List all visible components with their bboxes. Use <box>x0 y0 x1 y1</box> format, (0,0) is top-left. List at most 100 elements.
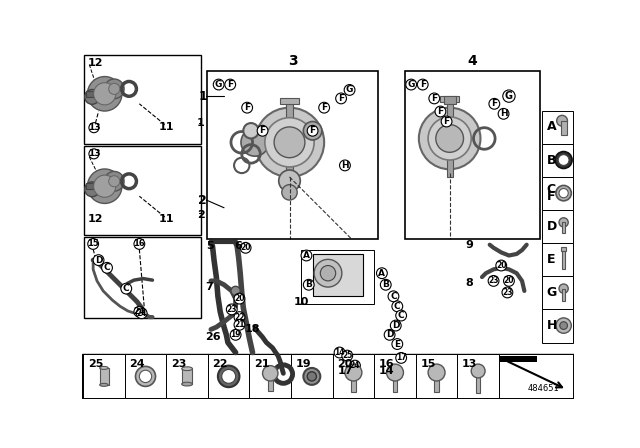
Circle shape <box>435 106 446 117</box>
Bar <box>182 369 193 384</box>
Bar <box>563 250 564 269</box>
Circle shape <box>498 108 509 119</box>
Circle shape <box>392 301 403 312</box>
Circle shape <box>428 364 445 381</box>
Circle shape <box>134 306 145 317</box>
Text: F: F <box>259 126 266 135</box>
Bar <box>83 354 573 398</box>
Text: 23: 23 <box>488 276 499 285</box>
Text: 21: 21 <box>234 320 244 329</box>
Bar <box>84 146 201 235</box>
Text: 23: 23 <box>502 288 513 297</box>
Text: G: G <box>346 86 353 95</box>
Text: 17: 17 <box>337 366 353 376</box>
Circle shape <box>140 370 152 383</box>
Bar <box>444 96 456 104</box>
Circle shape <box>503 90 515 102</box>
Text: H: H <box>500 109 508 118</box>
Text: 1: 1 <box>198 90 207 103</box>
Bar <box>291 354 333 398</box>
Bar <box>250 354 291 398</box>
Circle shape <box>88 77 122 111</box>
Circle shape <box>303 368 320 385</box>
Circle shape <box>471 364 485 378</box>
Text: 21: 21 <box>254 359 269 369</box>
Bar <box>562 289 565 301</box>
Bar <box>542 243 573 276</box>
Text: 25: 25 <box>88 359 103 369</box>
Circle shape <box>496 260 507 271</box>
Circle shape <box>134 238 145 250</box>
Text: 6: 6 <box>234 241 242 251</box>
Text: F: F <box>321 103 327 112</box>
Bar <box>476 374 481 392</box>
Bar <box>500 356 538 362</box>
Circle shape <box>109 83 120 95</box>
Bar <box>542 276 573 310</box>
Circle shape <box>392 339 403 349</box>
Circle shape <box>336 93 346 104</box>
Text: C: C <box>547 183 556 196</box>
Text: 24: 24 <box>134 307 145 316</box>
Text: 484651: 484651 <box>527 383 559 392</box>
Text: 25: 25 <box>342 351 353 360</box>
Bar <box>561 247 566 251</box>
Ellipse shape <box>100 366 108 370</box>
Text: G: G <box>547 286 557 299</box>
Circle shape <box>89 149 99 159</box>
Bar <box>201 55 540 354</box>
Bar <box>280 181 299 187</box>
Bar <box>542 310 573 343</box>
Circle shape <box>320 266 336 281</box>
Text: 12: 12 <box>88 58 103 68</box>
Text: F: F <box>310 126 316 135</box>
Circle shape <box>560 322 568 329</box>
Circle shape <box>384 329 395 340</box>
Text: 7: 7 <box>205 282 213 292</box>
Text: B: B <box>547 154 556 167</box>
Circle shape <box>104 172 124 191</box>
Circle shape <box>303 121 322 140</box>
Circle shape <box>241 129 269 156</box>
Text: 14: 14 <box>334 348 345 357</box>
Circle shape <box>234 312 245 323</box>
Bar <box>266 370 274 377</box>
Text: 8: 8 <box>465 278 473 288</box>
Bar <box>166 354 208 398</box>
Text: H: H <box>547 319 557 332</box>
Ellipse shape <box>182 382 193 386</box>
Circle shape <box>345 364 362 381</box>
Circle shape <box>303 280 314 290</box>
Text: 15: 15 <box>87 239 99 249</box>
Circle shape <box>84 90 99 104</box>
Text: 24: 24 <box>129 359 145 369</box>
Bar <box>312 254 363 296</box>
Text: 11: 11 <box>159 214 174 224</box>
Text: 5: 5 <box>206 241 214 251</box>
Circle shape <box>255 108 324 177</box>
Circle shape <box>274 127 305 158</box>
Text: 14: 14 <box>379 366 394 376</box>
Circle shape <box>84 182 99 197</box>
Text: 12: 12 <box>88 214 103 224</box>
Circle shape <box>279 170 300 192</box>
Circle shape <box>342 350 353 361</box>
Text: F: F <box>420 80 426 89</box>
Circle shape <box>218 366 239 387</box>
Text: F: F <box>431 94 437 103</box>
Circle shape <box>301 250 312 261</box>
Bar <box>561 121 566 134</box>
Text: F: F <box>227 80 233 89</box>
Text: 16: 16 <box>379 359 394 369</box>
Circle shape <box>109 176 120 187</box>
Text: C: C <box>390 292 397 301</box>
Text: A: A <box>303 251 310 260</box>
Text: C: C <box>394 302 401 311</box>
Circle shape <box>376 268 387 279</box>
Bar <box>432 369 441 376</box>
Circle shape <box>559 218 568 227</box>
Text: G: G <box>505 91 513 101</box>
Circle shape <box>89 123 99 133</box>
Text: 13: 13 <box>88 123 100 132</box>
Bar <box>83 354 125 398</box>
